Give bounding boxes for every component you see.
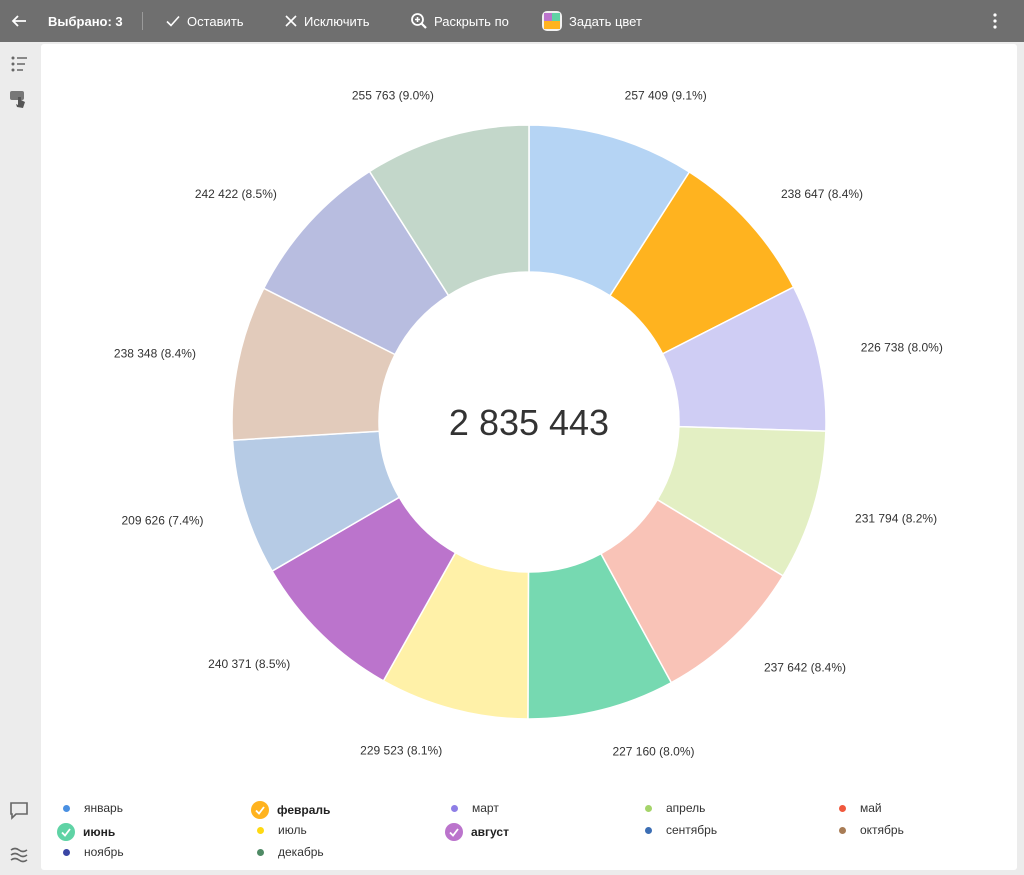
touch-icon[interactable]: [9, 90, 29, 110]
check-icon: [57, 823, 75, 841]
toolbar-divider: [142, 12, 143, 30]
legend-item-0[interactable]: январь: [63, 801, 123, 815]
legend-dot: [645, 804, 652, 812]
back-button[interactable]: [10, 0, 28, 42]
legend-dot: [839, 804, 846, 812]
chart-panel: 257 409 (9.1%) 238 647 (8.4%) 226 738 (8.0…: [41, 44, 1017, 870]
legend-label: ноябрь: [84, 845, 124, 859]
close-icon: [285, 15, 297, 27]
legend-label: декабрь: [278, 845, 324, 859]
legend-item-3[interactable]: апрель: [645, 801, 705, 815]
slice-label-3: 231 794 (8.2%): [855, 511, 937, 525]
slice-label-0: 257 409 (9.1%): [625, 89, 707, 103]
legend-item-4[interactable]: май: [839, 801, 882, 815]
toolbar: Выбрано: 3 Оставить Исключить Раскрыть п…: [0, 0, 1024, 42]
legend-label: август: [471, 825, 509, 839]
donut-chart: 257 409 (9.1%) 238 647 (8.4%) 226 738 (8.0…: [114, 89, 943, 759]
slice-label-7: 240 371 (8.5%): [208, 657, 290, 671]
legend-item-2[interactable]: март: [451, 801, 499, 815]
legend-dot: [257, 848, 264, 856]
slice-label-10: 242 422 (8.5%): [195, 187, 277, 201]
keep-button[interactable]: Оставить: [165, 0, 244, 42]
legend-label: июнь: [83, 825, 116, 839]
legend-label: июль: [278, 823, 307, 837]
list-icon[interactable]: [9, 54, 29, 74]
selected-count: Выбрано: 3: [48, 13, 123, 29]
legend-item-10[interactable]: ноябрь: [63, 845, 124, 859]
slice-label-2: 226 738 (8.0%): [861, 341, 943, 355]
legend-label: февраль: [277, 803, 331, 817]
legend-dot: [63, 804, 70, 812]
more-vertical-icon: [993, 13, 997, 29]
sidebar: [0, 42, 40, 875]
check-icon: [251, 801, 269, 819]
legend-dot: [451, 804, 458, 812]
waves-icon[interactable]: [9, 844, 29, 864]
legend-label: январь: [84, 801, 123, 815]
slice-label-1: 238 647 (8.4%): [781, 187, 863, 201]
set-color-label: Задать цвет: [569, 13, 642, 29]
legend-label: апрель: [666, 801, 706, 815]
zoom-plus-icon: [411, 13, 427, 29]
legend-item-1[interactable]: февраль: [251, 801, 331, 819]
total-value: 2 835 443: [449, 402, 609, 443]
legend-label: октябрь: [860, 823, 904, 837]
legend-item-5[interactable]: июнь: [57, 823, 116, 841]
legend-item-8[interactable]: сентябрь: [645, 823, 717, 837]
arrow-left-icon: [11, 15, 26, 27]
exclude-label: Исключить: [304, 13, 370, 29]
legend-dot: [63, 848, 70, 856]
slice-label-5: 227 160 (8.0%): [612, 745, 694, 759]
legend-item-9[interactable]: октябрь: [839, 823, 904, 837]
set-color-button[interactable]: Задать цвет: [541, 0, 642, 42]
keep-label: Оставить: [187, 13, 244, 29]
legend-item-6[interactable]: июль: [257, 823, 307, 837]
legend-dot: [645, 826, 652, 834]
legend-label: март: [472, 801, 499, 815]
check-icon: [166, 15, 180, 27]
legend-dot: [839, 826, 846, 834]
legend-label: сентябрь: [666, 823, 718, 837]
legend-item-11[interactable]: декабрь: [257, 845, 324, 859]
palette-icon: [542, 11, 562, 31]
comment-icon[interactable]: [9, 800, 29, 820]
legend-dot: [257, 826, 264, 834]
more-button[interactable]: [988, 0, 1002, 42]
slice-label-4: 237 642 (8.4%): [764, 661, 846, 675]
slice-label-11: 255 763 (9.0%): [352, 89, 434, 103]
exclude-button[interactable]: Исключить: [284, 0, 370, 42]
expand-label: Раскрыть по: [434, 13, 509, 29]
legend-label: май: [860, 801, 882, 815]
pie-slice-11[interactable]: [368, 124, 530, 297]
slice-label-8: 209 626 (7.4%): [121, 513, 203, 527]
slice-label-9: 238 348 (8.4%): [114, 347, 196, 361]
legend-item-7[interactable]: август: [445, 823, 509, 841]
slice-label-6: 229 523 (8.1%): [360, 744, 442, 758]
expand-button[interactable]: Раскрыть по: [410, 0, 509, 42]
check-icon: [445, 823, 463, 841]
